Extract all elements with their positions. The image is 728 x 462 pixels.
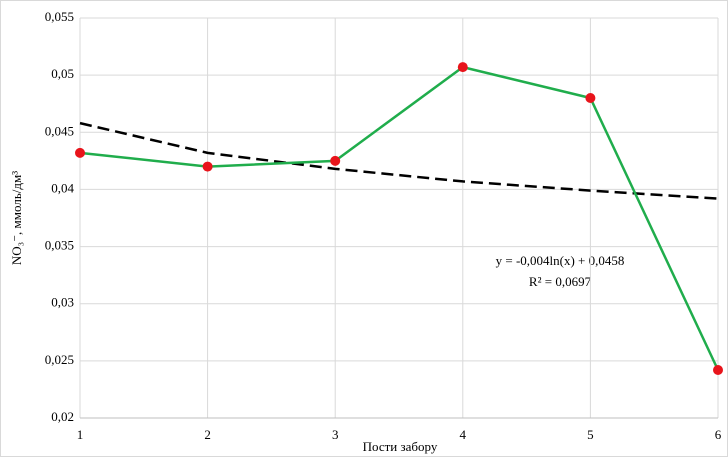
y-tick-label: 0,04 [51, 180, 74, 195]
marker [202, 161, 213, 172]
x-axis-title: Пости забору [363, 439, 438, 454]
marker [330, 155, 341, 166]
x-tick-label: 1 [77, 427, 84, 442]
x-tick-label: 6 [715, 427, 722, 442]
series-line [79, 65, 720, 371]
y-tick-label: 0,025 [45, 352, 74, 367]
trend-r-squared: R² = 0,0697 [529, 274, 592, 289]
y-tick-label: 0,045 [45, 123, 74, 138]
x-tick-label: 2 [204, 427, 211, 442]
marker [713, 365, 723, 375]
y-tick-label: 0,02 [51, 409, 74, 424]
y-tick-label: 0,055 [45, 9, 74, 24]
x-tick-label: 3 [332, 427, 339, 442]
marker [75, 147, 85, 158]
y-tick-label: 0,05 [51, 66, 74, 81]
x-tick-label: 5 [587, 427, 594, 442]
trend-equation: y = -0,004ln(x) + 0,0458 [496, 253, 625, 268]
y-tick-label: 0,035 [45, 238, 74, 253]
y-axis-title: NO₃⁻, ммоль/дм³ [9, 171, 24, 265]
trendline [79, 121, 719, 200]
x-tick-label: 4 [460, 427, 467, 442]
marker [585, 93, 596, 103]
y-tick-label: 0,03 [51, 295, 74, 310]
marker [457, 62, 468, 73]
